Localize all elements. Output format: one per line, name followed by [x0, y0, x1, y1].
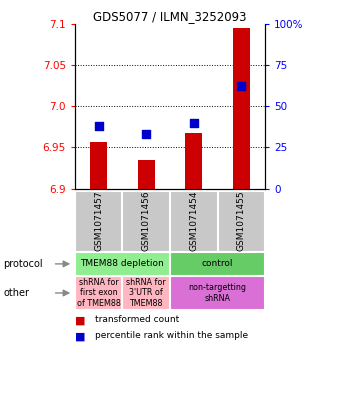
- Bar: [90, 141, 107, 189]
- Text: GDS5077 / ILMN_3252093: GDS5077 / ILMN_3252093: [93, 10, 247, 23]
- Text: shRNA for
3'UTR of
TMEM88: shRNA for 3'UTR of TMEM88: [126, 278, 166, 308]
- Point: [239, 83, 244, 90]
- Text: GSM1071455: GSM1071455: [237, 191, 246, 252]
- Point: [191, 119, 197, 126]
- Point: [143, 131, 149, 137]
- Text: other: other: [3, 288, 29, 298]
- Text: non-targetting
shRNA: non-targetting shRNA: [189, 283, 246, 303]
- Text: transformed count: transformed count: [95, 315, 180, 324]
- Bar: [233, 28, 250, 189]
- Bar: [185, 133, 202, 189]
- Text: GSM1071454: GSM1071454: [189, 191, 198, 251]
- Text: percentile rank within the sample: percentile rank within the sample: [95, 331, 248, 340]
- Bar: [138, 160, 154, 189]
- Text: GSM1071456: GSM1071456: [142, 191, 151, 252]
- Point: [96, 123, 101, 129]
- Text: control: control: [202, 259, 233, 268]
- Text: ■: ■: [75, 316, 85, 325]
- Text: ■: ■: [75, 332, 85, 342]
- Text: TMEM88 depletion: TMEM88 depletion: [81, 259, 164, 268]
- Text: shRNA for
first exon
of TMEM88: shRNA for first exon of TMEM88: [76, 278, 121, 308]
- Text: protocol: protocol: [3, 259, 43, 269]
- Text: GSM1071457: GSM1071457: [94, 191, 103, 252]
